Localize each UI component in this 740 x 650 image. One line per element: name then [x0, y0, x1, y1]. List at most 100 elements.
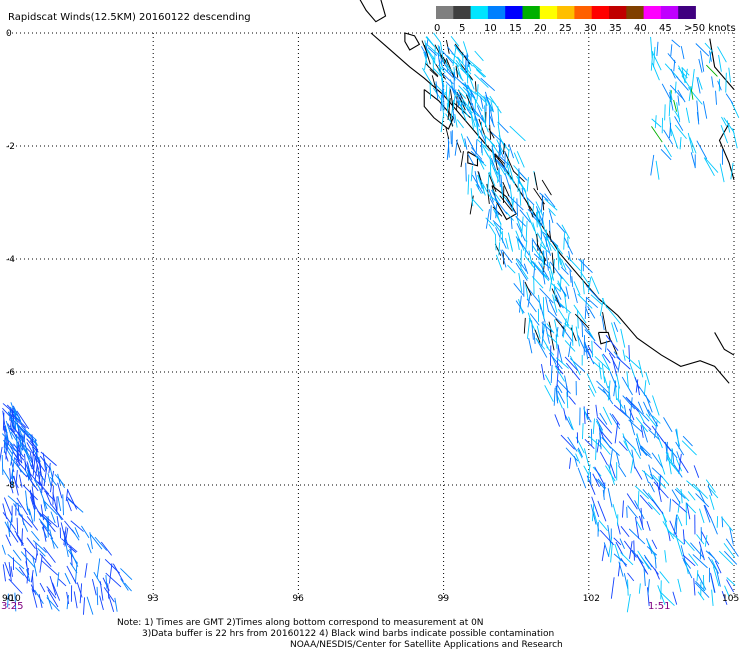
wind-barb — [2, 407, 11, 418]
wind-barb — [675, 536, 683, 557]
wind-barb — [648, 482, 655, 493]
wind-barb — [723, 550, 738, 565]
wind-barb — [505, 237, 509, 250]
wind-barb — [557, 379, 571, 394]
wind-barb — [598, 520, 608, 532]
wind-barb — [542, 251, 545, 265]
wind-barb — [460, 63, 473, 80]
wind-barb — [539, 288, 554, 304]
colorbar-segment — [505, 6, 523, 19]
wind-barb — [639, 494, 653, 510]
wind-barb — [670, 128, 679, 149]
wind-barb — [548, 210, 554, 224]
wind-barb — [584, 342, 592, 357]
wind-barb — [46, 597, 60, 612]
wind-barb — [607, 380, 611, 401]
lon-tick-label: 90 — [2, 594, 14, 604]
wind-barb — [571, 276, 574, 287]
wind-barb — [656, 41, 659, 57]
wind-barb — [40, 451, 57, 466]
lon-tick-label: 102 — [583, 594, 600, 604]
wind-barb — [7, 521, 11, 537]
wind-barb — [638, 515, 644, 531]
colorbar-segment — [436, 6, 454, 19]
wind-barb — [705, 550, 715, 559]
wind-barb — [491, 189, 501, 202]
wind-barb — [629, 397, 633, 419]
wind-barb — [90, 534, 103, 550]
wind-barb — [544, 236, 557, 252]
wind-barb — [627, 579, 629, 596]
wind-barb — [69, 548, 79, 567]
wind-barb — [454, 113, 458, 128]
wind-barb — [518, 238, 530, 256]
wind-barb — [510, 216, 513, 229]
wind-barb — [87, 543, 92, 554]
wind-barb — [602, 406, 613, 425]
wind-barb — [447, 98, 451, 120]
wind-barb — [613, 553, 628, 566]
wind-barb — [429, 69, 439, 78]
wind-barb — [599, 412, 608, 425]
wind-barb — [627, 572, 635, 582]
wind-barb — [488, 223, 496, 235]
wind-barb — [565, 286, 570, 299]
wind-barb — [686, 480, 700, 492]
wind-barb — [7, 593, 9, 608]
wind-barb — [22, 434, 29, 455]
wind-barb — [39, 455, 52, 470]
wind-barb — [590, 276, 600, 295]
wind-barb — [641, 469, 653, 480]
wind-barb — [10, 450, 14, 466]
wind-barb — [707, 556, 720, 574]
wind-barb — [2, 512, 16, 530]
wind-barb — [465, 94, 475, 113]
wind-barb — [451, 52, 461, 62]
wind-barb — [509, 125, 526, 142]
wind-barb — [730, 162, 734, 180]
wind-barb — [424, 51, 428, 70]
wind-barb — [497, 123, 501, 141]
wind-barb — [554, 414, 561, 427]
wind-barb — [462, 82, 477, 96]
wind-barb — [699, 546, 702, 560]
wind-barb — [695, 43, 710, 57]
colorbar-segment — [591, 6, 610, 19]
wind-barb — [670, 44, 673, 56]
wind-barb — [616, 373, 621, 389]
wind-barb — [26, 515, 39, 531]
wind-barb — [513, 283, 524, 296]
wind-barb — [549, 230, 552, 242]
wind-barb — [602, 437, 612, 449]
wind-barb — [640, 507, 643, 528]
wind-barb — [505, 199, 517, 215]
wind-barb — [577, 447, 583, 458]
wind-barb — [671, 499, 688, 514]
wind-barb — [478, 128, 487, 143]
wind-barb — [556, 366, 559, 388]
wind-barb — [466, 53, 470, 68]
wind-barb — [2, 412, 5, 431]
wind-barb — [32, 555, 38, 577]
wind-barb — [562, 318, 567, 338]
wind-barb — [607, 464, 615, 486]
wind-barb — [47, 473, 52, 487]
wind-barb — [582, 423, 584, 440]
wind-barb — [659, 571, 670, 584]
wind-barb — [697, 77, 703, 90]
wind-barb — [96, 586, 99, 606]
wind-barb — [112, 563, 124, 582]
wind-barb — [517, 171, 520, 193]
wind-barb — [723, 117, 735, 133]
wind-barb — [698, 489, 706, 504]
wind-barb — [14, 410, 18, 422]
wind-barb — [564, 237, 574, 255]
wind-barb — [551, 252, 555, 274]
wind-barb — [682, 529, 685, 545]
wind-barb — [728, 67, 731, 83]
wind-barb — [588, 435, 602, 448]
wind-barb — [608, 352, 619, 370]
wind-barb — [470, 165, 473, 182]
wind-barb — [622, 433, 629, 449]
